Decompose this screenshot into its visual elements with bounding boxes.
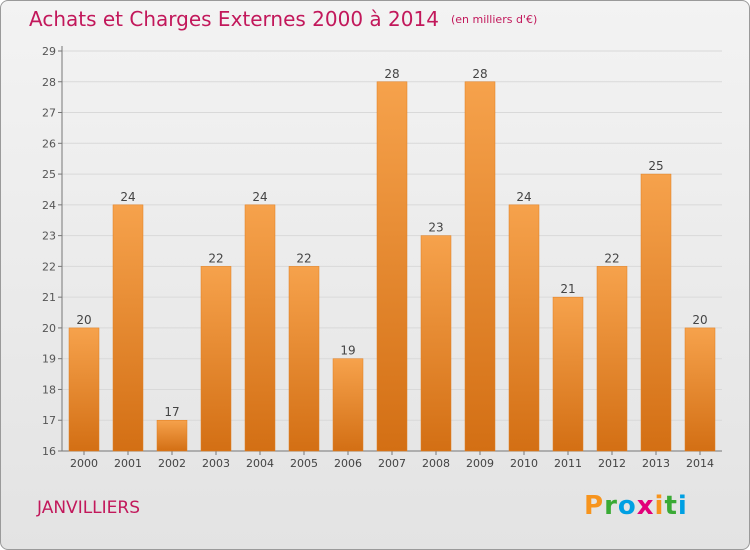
y-tick-label: 24 xyxy=(42,199,56,212)
x-tick-label: 2012 xyxy=(598,457,626,470)
chart-subtitle: (en milliers d'€) xyxy=(450,13,538,26)
value-label: 17 xyxy=(164,405,179,419)
y-tick-label: 26 xyxy=(42,137,56,150)
value-label: 22 xyxy=(208,251,223,265)
bar-2007 xyxy=(376,81,408,452)
logo-letter: o xyxy=(617,491,637,521)
logo-letter: P xyxy=(584,491,605,521)
value-label: 28 xyxy=(384,67,399,81)
bar-2011 xyxy=(552,296,584,452)
value-label: 23 xyxy=(428,221,443,235)
x-tick-label: 2005 xyxy=(290,457,318,470)
value-label: 20 xyxy=(76,313,91,327)
value-label: 25 xyxy=(648,159,663,173)
y-tick-label: 19 xyxy=(42,353,56,366)
bar-2013 xyxy=(640,173,672,452)
x-tick-label: 2006 xyxy=(334,457,362,470)
bar-2005 xyxy=(288,266,320,452)
logo-letter: t xyxy=(664,491,678,521)
commune-name: JANVILLIERS xyxy=(37,498,141,518)
value-label: 24 xyxy=(120,190,135,204)
bar-2002 xyxy=(156,419,188,452)
y-tick-label: 18 xyxy=(42,383,56,396)
value-labels: 20 24 17 22 24 22 19 28 23 28 24 21 22 25 20 xyxy=(76,67,707,419)
value-label: 24 xyxy=(516,190,531,204)
value-label: 22 xyxy=(604,251,619,265)
y-tick-label: 16 xyxy=(42,445,56,458)
bar-2012 xyxy=(596,266,628,452)
x-tick-label: 2013 xyxy=(642,457,670,470)
bars xyxy=(68,81,716,452)
bar-2009 xyxy=(464,81,496,452)
x-tick-label: 2003 xyxy=(202,457,230,470)
y-tick-label: 17 xyxy=(42,414,56,427)
bar-2006 xyxy=(332,358,364,452)
y-tick-label: 27 xyxy=(42,107,56,120)
x-tick-label: 2000 xyxy=(70,457,98,470)
logo-letter: r xyxy=(604,491,618,521)
y-tick-label: 25 xyxy=(42,168,56,181)
value-label: 20 xyxy=(692,313,707,327)
x-tick-label: 2002 xyxy=(158,457,186,470)
y-tick-label: 22 xyxy=(42,260,56,273)
proxiti-logo: Proxiti xyxy=(584,491,688,521)
bar-2000 xyxy=(68,327,100,452)
y-tick-label: 29 xyxy=(42,45,56,58)
y-tick-label: 23 xyxy=(42,230,56,243)
value-label: 19 xyxy=(340,344,355,358)
value-label: 24 xyxy=(252,190,267,204)
chart-title: Achats et Charges Externes 2000 à 2014 (e… xyxy=(29,7,537,31)
bar-2008 xyxy=(420,235,452,452)
x-tick-labels: 2000 2001 2002 2003 2004 2005 2006 2007 2008 2009… xyxy=(70,457,714,470)
x-tick-label: 2014 xyxy=(686,457,714,470)
bar-2004 xyxy=(244,204,276,452)
y-tick-labels: 16 17 18 19 20 21 22 23 24 25 26 27 28 29 xyxy=(42,45,56,458)
bar-2010 xyxy=(508,204,540,452)
logo-letter: i xyxy=(654,491,665,521)
value-label: 22 xyxy=(296,251,311,265)
title-text: Achats et Charges Externes 2000 à 2014 xyxy=(29,7,439,31)
bar-2014 xyxy=(684,327,716,452)
x-tick-label: 2011 xyxy=(554,457,582,470)
bar-2001 xyxy=(112,204,144,452)
x-tick-label: 2010 xyxy=(510,457,538,470)
bar-2003 xyxy=(200,266,232,452)
y-tick-label: 21 xyxy=(42,291,56,304)
logo-letter: i xyxy=(677,491,688,521)
y-tick-label: 28 xyxy=(42,76,56,89)
x-tick-label: 2007 xyxy=(378,457,406,470)
x-tick-label: 2001 xyxy=(114,457,142,470)
x-tick-label: 2008 xyxy=(422,457,450,470)
logo-letter: x xyxy=(636,491,655,521)
value-label: 21 xyxy=(560,282,575,296)
y-tick-label: 20 xyxy=(42,322,56,335)
x-tick-label: 2004 xyxy=(246,457,274,470)
x-tick-label: 2009 xyxy=(466,457,494,470)
value-label: 28 xyxy=(472,67,487,81)
